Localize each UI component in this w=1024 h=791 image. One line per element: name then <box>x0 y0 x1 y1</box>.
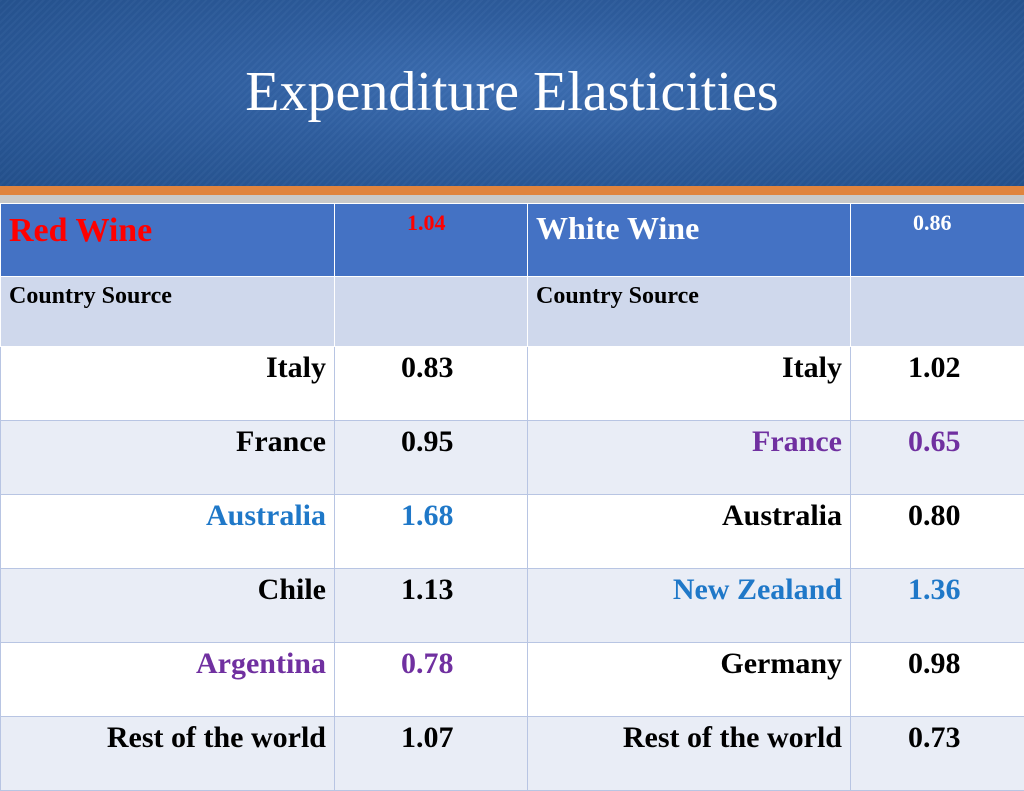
white-wine-label: White Wine <box>528 204 850 247</box>
white-value: 0.80 <box>851 495 1024 569</box>
slide-title: Expenditure Elasticities <box>0 62 1024 124</box>
white-country: France <box>528 421 851 495</box>
white-country: Germany <box>528 643 851 717</box>
white-wine-elasticity: 0.86 <box>851 204 1024 236</box>
red-value: 0.95 <box>335 421 528 495</box>
table-row: Italy 0.83 Italy 1.02 <box>1 347 1024 421</box>
empty-cell <box>335 277 528 347</box>
red-value: 0.83 <box>335 347 528 421</box>
red-wine-label: Red Wine <box>1 204 334 250</box>
red-wine-elasticity-cell: 1.04 <box>335 204 528 277</box>
white-country: Italy <box>528 347 851 421</box>
red-value: 1.13 <box>335 569 528 643</box>
white-country-source-cell: Country Source <box>528 277 851 347</box>
red-country: Australia <box>1 495 335 569</box>
empty-cell <box>851 277 1024 347</box>
white-value: 0.73 <box>851 717 1024 791</box>
white-value: 1.36 <box>851 569 1024 643</box>
white-wine-elasticity-cell: 0.86 <box>851 204 1024 277</box>
red-value: 0.78 <box>335 643 528 717</box>
table-header-row: Red Wine 1.04 White Wine 0.86 <box>1 204 1024 277</box>
red-country: Chile <box>1 569 335 643</box>
country-source-row: Country Source Country Source <box>1 277 1024 347</box>
red-country: Rest of the world <box>1 717 335 791</box>
white-wine-header: White Wine <box>528 204 851 277</box>
red-country: Argentina <box>1 643 335 717</box>
table-row: Argentina 0.78 Germany 0.98 <box>1 643 1024 717</box>
red-country: France <box>1 421 335 495</box>
red-country-source-label: Country Source <box>1 277 334 310</box>
red-value: 1.68 <box>335 495 528 569</box>
divider-stripe <box>0 195 1024 203</box>
white-value: 0.65 <box>851 421 1024 495</box>
table-row: Rest of the world 1.07 Rest of the world… <box>1 717 1024 791</box>
red-country: Italy <box>1 347 335 421</box>
table-row: Australia 1.68 Australia 0.80 <box>1 495 1024 569</box>
white-value: 1.02 <box>851 347 1024 421</box>
red-wine-header: Red Wine <box>1 204 335 277</box>
white-country: Rest of the world <box>528 717 851 791</box>
white-country: Australia <box>528 495 851 569</box>
elasticity-table: Red Wine 1.04 White Wine 0.86 Country So… <box>0 203 1024 791</box>
white-value: 0.98 <box>851 643 1024 717</box>
white-country: New Zealand <box>528 569 851 643</box>
red-value: 1.07 <box>335 717 528 791</box>
table-row: Chile 1.13 New Zealand 1.36 <box>1 569 1024 643</box>
white-country-source-label: Country Source <box>528 277 850 310</box>
red-country-source-cell: Country Source <box>1 277 335 347</box>
red-wine-elasticity: 1.04 <box>335 204 527 236</box>
table-row: France 0.95 France 0.65 <box>1 421 1024 495</box>
accent-stripe <box>0 186 1024 195</box>
